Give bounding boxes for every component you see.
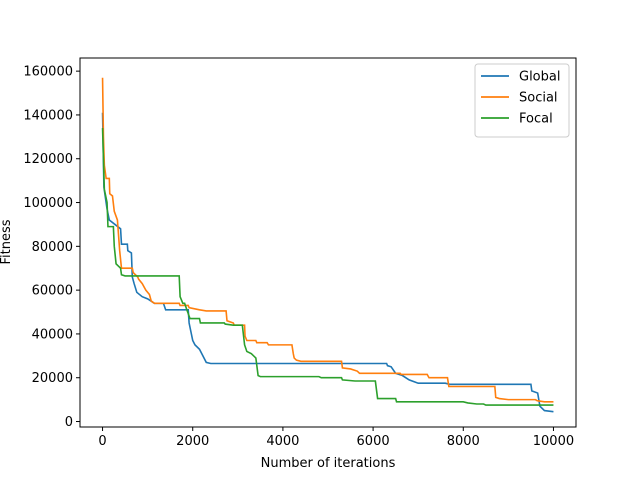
- y-tick-label: 100000: [23, 196, 73, 211]
- legend: Global Social Focal: [474, 63, 570, 138]
- y-tick-label: 60000: [32, 284, 73, 299]
- series-line-focal: [101, 128, 554, 406]
- series-group: [101, 77, 554, 413]
- legend-label-global: Global: [519, 70, 560, 85]
- legend-label-social: Social: [519, 91, 558, 106]
- y-tick-label: 20000: [32, 371, 73, 386]
- x-tick-label: 0: [98, 434, 106, 449]
- y-axis-label: Fitness: [0, 219, 14, 264]
- series-line-social: [101, 77, 554, 403]
- x-tick-label: 2000: [176, 434, 209, 449]
- x-axis: 0 2000 4000 6000 8000 10000: [98, 427, 574, 449]
- y-axis: 0 20000 40000 60000 80000 100000 120000 140000 1…: [23, 65, 80, 430]
- y-tick-label: 40000: [32, 327, 73, 342]
- y-tick-label: 140000: [23, 108, 73, 123]
- plot-frame: [79, 57, 577, 428]
- y-tick-label: 80000: [32, 240, 73, 255]
- series-line-global: [101, 112, 554, 413]
- y-tick-label: 120000: [23, 152, 73, 167]
- y-tick-label: 160000: [23, 65, 73, 80]
- y-tick-label: 0: [65, 415, 73, 430]
- x-tick-label: 6000: [357, 434, 390, 449]
- legend-label-focal: Focal: [519, 112, 553, 127]
- x-tick-label: 8000: [447, 434, 480, 449]
- x-axis-label: Number of iterations: [261, 456, 396, 471]
- x-tick-label: 10000: [533, 434, 574, 449]
- x-tick-label: 4000: [266, 434, 299, 449]
